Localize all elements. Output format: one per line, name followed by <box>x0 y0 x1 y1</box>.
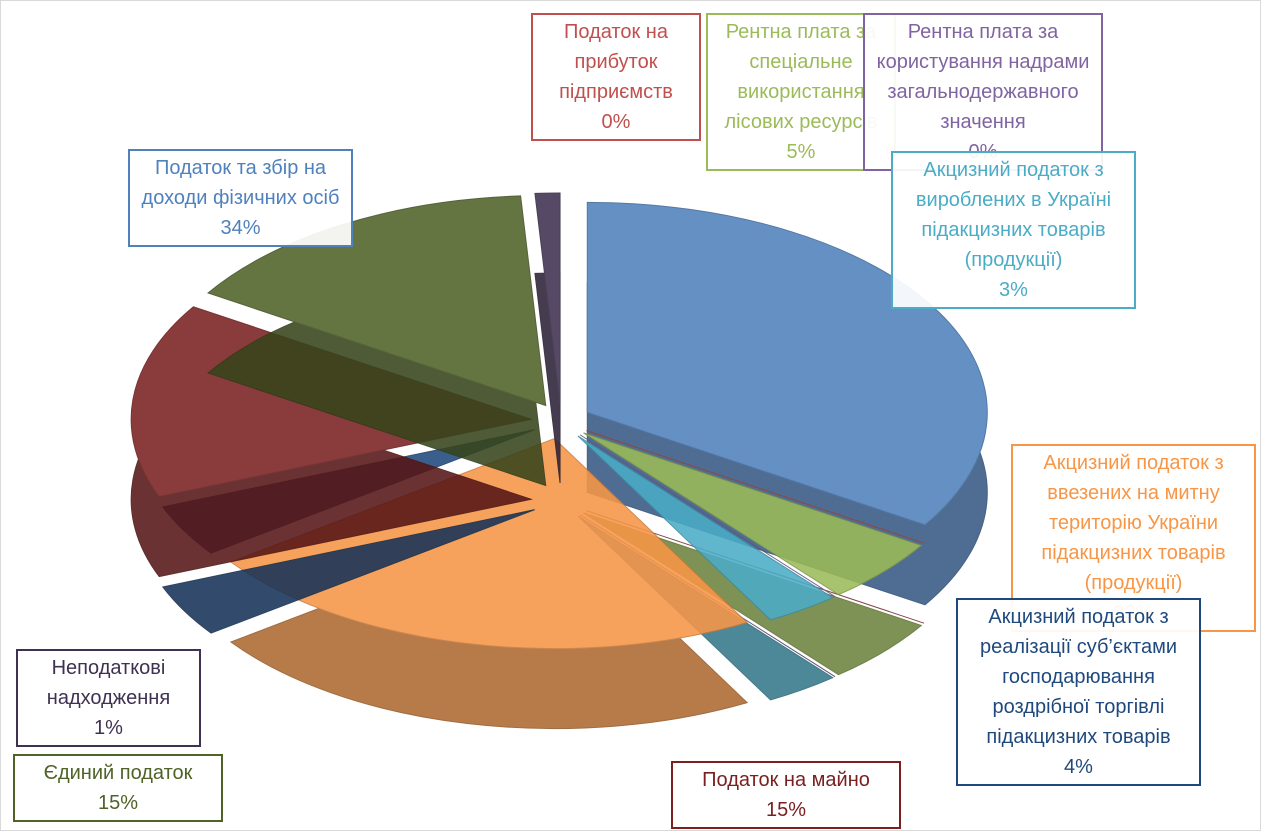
label-name: Податок на майно <box>702 769 870 791</box>
slice-top <box>534 192 561 404</box>
data-label: Акцизний податок з вироблених в Україні … <box>891 151 1136 309</box>
label-name: Акцизний податок з ввезених на митну тер… <box>1041 452 1226 594</box>
label-value: 34% <box>220 217 261 239</box>
data-label: Рентна плата за користування надрами заг… <box>863 13 1103 171</box>
slice-top <box>579 434 836 598</box>
label-name: Рентна плата за користування надрами заг… <box>876 21 1090 133</box>
label-value: 15% <box>97 792 139 814</box>
slice-top <box>586 201 988 526</box>
data-label: Єдиний податок 15% <box>13 754 223 822</box>
slice-side <box>161 509 535 634</box>
data-label: Податок на прибуток підприємств 0% <box>531 13 701 141</box>
label-name: Рентна плата за спеціальне використання … <box>724 21 878 133</box>
label-name: Податок на прибуток підприємств <box>559 21 673 103</box>
label-value: 1% <box>94 717 123 739</box>
slice-top <box>577 435 834 621</box>
label-value: 15% <box>765 799 807 821</box>
label-value: 5% <box>786 141 816 163</box>
data-label: Податок та збір на доходи фізичних осіб 3… <box>128 149 353 247</box>
label-value: 4% <box>1064 756 1093 778</box>
label-name: Податок та збір на доходи фізичних осіб <box>141 157 340 209</box>
slice-top <box>583 432 923 596</box>
data-label: Податок на майно 15% <box>671 761 901 829</box>
data-label: Неподаткові надходження 1% <box>16 649 201 747</box>
label-name: Єдиний податок <box>43 762 193 784</box>
label-value: 0% <box>601 111 631 133</box>
data-label: Акцизний податок з реалізації суб’єктами… <box>956 598 1201 786</box>
label-name: Неподаткові надходження <box>46 657 171 709</box>
pie-slice <box>534 192 561 484</box>
label-value: 3% <box>999 279 1028 301</box>
label-name: Акцизний податок з вироблених в Україні … <box>915 159 1112 271</box>
label-name: Акцизний податок з реалізації суб’єктами… <box>979 606 1178 748</box>
